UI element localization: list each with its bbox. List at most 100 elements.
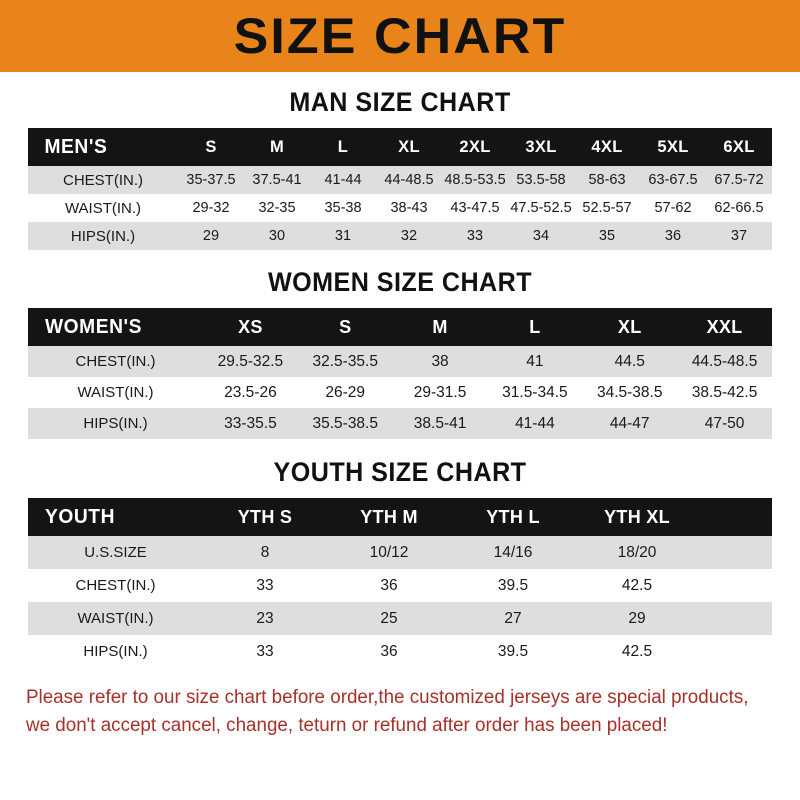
table-cell: 31 bbox=[334, 228, 352, 244]
youth-size-col-3: YTH XL bbox=[604, 506, 670, 527]
table-cell: 47.5-52.5 bbox=[510, 200, 572, 216]
table-cell: 41-44 bbox=[324, 172, 362, 188]
women-size-col-0: XS bbox=[238, 316, 263, 337]
table-cell: 63-67.5 bbox=[648, 172, 698, 188]
youth-size-table: YOUTH YTH S YTH M YTH L YTH XL U.S.SIZE … bbox=[28, 498, 772, 668]
table-cell: 37 bbox=[730, 228, 748, 244]
table-header-row: WOMEN'S XS S M L XL XXL bbox=[28, 308, 772, 346]
table-cell: 52.5-57 bbox=[582, 200, 632, 216]
table-cell: 29 bbox=[628, 609, 646, 627]
women-size-col-3: L bbox=[529, 316, 541, 337]
table-cell: 29.5-32.5 bbox=[217, 352, 284, 370]
table-cell: 38-43 bbox=[390, 200, 428, 216]
table-cell: 35 bbox=[598, 228, 616, 244]
table-cell: 41-44 bbox=[515, 414, 555, 432]
table-cell: 42.5 bbox=[621, 642, 653, 660]
men-row-label-chest: CHEST(IN.) bbox=[63, 171, 143, 189]
table-cell: 41 bbox=[526, 352, 544, 370]
table-cell: 48.5-53.5 bbox=[444, 172, 506, 188]
men-table-header: MEN'S S M L XL 2XL 3XL 4XL 5XL 6XL bbox=[28, 128, 772, 166]
table-cell-spacer bbox=[699, 536, 772, 569]
section-title-youth: YOUTH SIZE CHART bbox=[273, 457, 527, 487]
table-cell: 10/12 bbox=[369, 543, 409, 561]
table-cell: 31.5-34.5 bbox=[502, 383, 568, 401]
men-size-col-3: XL bbox=[398, 137, 420, 156]
table-cell: 30 bbox=[268, 228, 286, 244]
women-table-header: WOMEN'S XS S M L XL XXL bbox=[28, 308, 772, 346]
men-size-col-0: S bbox=[205, 137, 217, 156]
table-cell: 32 bbox=[400, 228, 418, 244]
table-cell: 32-35 bbox=[258, 200, 296, 216]
women-size-col-4: XL bbox=[617, 316, 642, 337]
women-row-label-waist: WAIST(IN.) bbox=[77, 384, 154, 401]
table-header-row: MEN'S S M L XL 2XL 3XL 4XL 5XL 6XL bbox=[28, 128, 772, 166]
table-cell: 26-29 bbox=[325, 383, 366, 401]
men-row-label-waist: WAIST(IN.) bbox=[64, 199, 142, 217]
table-cell: 58-63 bbox=[588, 172, 626, 188]
youth-row-label-chest: CHEST(IN.) bbox=[75, 577, 156, 594]
men-size-col-6: 4XL bbox=[591, 137, 623, 156]
men-size-col-2: L bbox=[337, 137, 349, 156]
table-row: CHEST(IN.) 29.5-32.5 32.5-35.5 38 41 44.… bbox=[28, 346, 772, 377]
women-table-body: CHEST(IN.) 29.5-32.5 32.5-35.5 38 41 44.… bbox=[28, 346, 772, 439]
youth-row-label-hips: HIPS(IN.) bbox=[83, 643, 148, 660]
table-cell: 36 bbox=[380, 642, 398, 660]
table-row: WAIST(IN.) 29-32 32-35 35-38 38-43 43-47… bbox=[28, 194, 772, 222]
table-row: U.S.SIZE 8 10/12 14/16 18/20 bbox=[28, 536, 772, 569]
table-cell: 33 bbox=[466, 228, 484, 244]
page-title: SIZE CHART bbox=[233, 8, 567, 64]
footer-notice: Please refer to our size chart before or… bbox=[26, 684, 767, 739]
table-cell: 38 bbox=[431, 352, 449, 370]
youth-size-col-0: YTH S bbox=[237, 506, 293, 527]
table-cell: 42.5 bbox=[621, 576, 653, 594]
table-cell: 38.5-42.5 bbox=[691, 383, 758, 401]
men-corner-label: MEN'S bbox=[44, 135, 108, 158]
table-cell: 43-47.5 bbox=[450, 200, 500, 216]
table-row: CHEST(IN.) 33 36 39.5 42.5 bbox=[28, 569, 772, 602]
table-cell: 29-31.5 bbox=[413, 383, 467, 401]
women-corner-label: WOMEN'S bbox=[44, 315, 143, 338]
table-cell: 25 bbox=[380, 609, 398, 627]
page-banner: SIZE CHART bbox=[0, 0, 800, 72]
table-cell: 33 bbox=[256, 576, 274, 594]
table-cell: 44.5-48.5 bbox=[691, 352, 758, 370]
table-cell: 36 bbox=[380, 576, 398, 594]
table-cell-spacer bbox=[699, 602, 772, 635]
table-cell: 23 bbox=[256, 609, 274, 627]
men-size-col-4: 2XL bbox=[459, 137, 491, 156]
youth-size-col-spacer bbox=[699, 498, 772, 536]
table-cell: 14/16 bbox=[493, 543, 533, 561]
table-cell: 44.5 bbox=[614, 352, 645, 370]
table-cell: 44-48.5 bbox=[384, 172, 434, 188]
youth-size-table-wrap: YOUTH YTH S YTH M YTH L YTH XL U.S.SIZE … bbox=[28, 498, 772, 668]
table-row: CHEST(IN.) 35-37.5 37.5-41 41-44 44-48.5… bbox=[28, 166, 772, 194]
men-table-body: CHEST(IN.) 35-37.5 37.5-41 41-44 44-48.5… bbox=[28, 166, 772, 250]
table-cell-spacer bbox=[699, 569, 772, 602]
men-size-col-1: M bbox=[269, 137, 285, 156]
women-size-col-1: S bbox=[339, 316, 352, 337]
table-row: WAIST(IN.) 23.5-26 26-29 29-31.5 31.5-34… bbox=[28, 377, 772, 408]
men-size-col-5: 3XL bbox=[525, 137, 557, 156]
men-size-table: MEN'S S M L XL 2XL 3XL 4XL 5XL 6XL CHEST… bbox=[28, 128, 772, 250]
youth-corner-label: YOUTH bbox=[44, 505, 116, 528]
women-size-col-5: XXL bbox=[706, 316, 743, 337]
table-cell: 23.5-26 bbox=[224, 383, 277, 401]
table-cell: 62-66.5 bbox=[714, 200, 764, 216]
table-cell: 36 bbox=[664, 228, 682, 244]
table-cell: 53.5-58 bbox=[516, 172, 566, 188]
table-cell: 37.5-41 bbox=[252, 172, 302, 188]
women-size-table-wrap: WOMEN'S XS S M L XL XXL CHEST(IN.) 29.5-… bbox=[28, 308, 772, 439]
youth-table-body: U.S.SIZE 8 10/12 14/16 18/20 CHEST(IN.) … bbox=[28, 536, 772, 668]
youth-table-header: YOUTH YTH S YTH M YTH L YTH XL bbox=[28, 498, 772, 536]
table-cell: 35-38 bbox=[324, 200, 362, 216]
youth-row-label-waist: WAIST(IN.) bbox=[77, 610, 154, 627]
table-row: HIPS(IN.) 33-35.5 35.5-38.5 38.5-41 41-4… bbox=[28, 408, 772, 439]
women-size-col-2: M bbox=[432, 316, 448, 337]
table-row: WAIST(IN.) 23 25 27 29 bbox=[28, 602, 772, 635]
footer-notice-line-1: Please refer to our size chart before or… bbox=[26, 687, 749, 708]
table-cell: 67.5-72 bbox=[714, 172, 764, 188]
table-cell: 44-47 bbox=[609, 414, 650, 432]
table-row: HIPS(IN.) 29 30 31 32 33 34 35 36 37 bbox=[28, 222, 772, 250]
table-cell: 47-50 bbox=[704, 414, 745, 432]
